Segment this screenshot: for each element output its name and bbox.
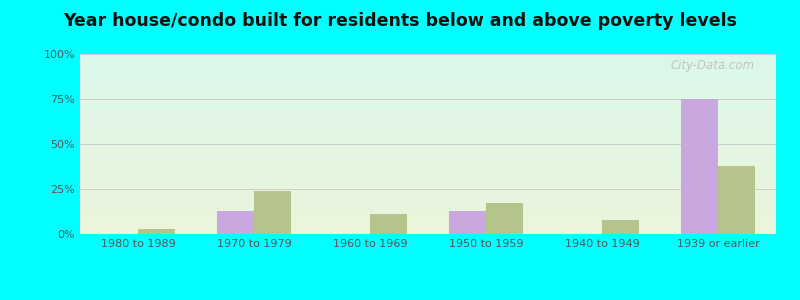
Bar (718, 166, 755, 234)
Bar (254, 191, 291, 234)
Bar (681, 99, 718, 234)
Text: Year house/condo built for residents below and above poverty levels: Year house/condo built for residents bel… (63, 12, 737, 30)
Text: City-Data.com: City-Data.com (671, 59, 755, 72)
Bar (217, 211, 254, 234)
Bar (138, 229, 175, 234)
Bar (602, 220, 639, 234)
Bar (370, 214, 407, 234)
Bar (449, 211, 486, 234)
Bar (486, 203, 523, 234)
